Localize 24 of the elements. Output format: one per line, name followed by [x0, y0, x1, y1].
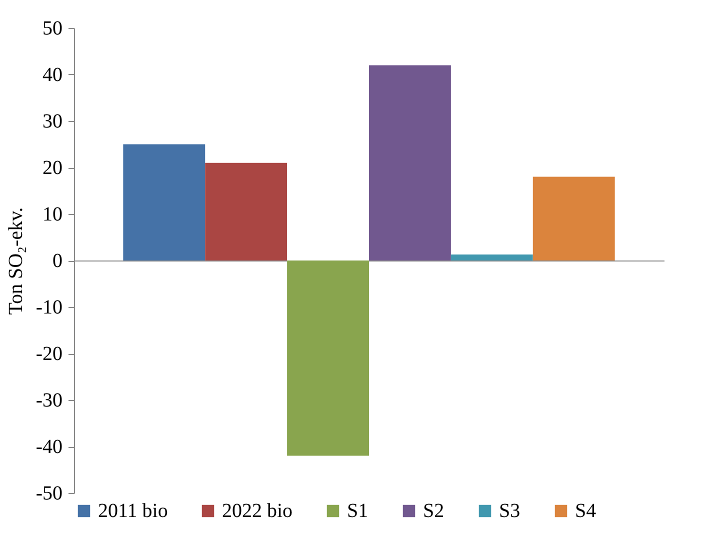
y-tick-label: -40: [36, 436, 62, 458]
y-tick-label: -20: [36, 343, 62, 365]
legend-label: S3: [499, 500, 520, 522]
y-tick-label: 30: [42, 110, 62, 132]
bar: [369, 65, 451, 260]
y-tick-label: 50: [42, 18, 62, 40]
y-tick-label: 0: [52, 250, 62, 272]
y-axis-title: Ton SO₂-ekv.: [4, 207, 27, 315]
legend-label: S2: [423, 500, 444, 522]
y-tick-label: 20: [42, 157, 62, 179]
bar: [205, 162, 288, 260]
legend-label: S4: [575, 500, 596, 522]
y-tick-label: 10: [42, 204, 62, 226]
bar: [450, 254, 533, 260]
legend-label: 2011 bio: [98, 500, 168, 522]
y-tick-label: -50: [36, 482, 62, 504]
y-tick-label: 40: [42, 64, 62, 86]
y-tick-label: -10: [36, 296, 62, 318]
legend-label: S1: [347, 500, 368, 522]
bar: [532, 176, 615, 260]
bar: [287, 260, 369, 456]
y-tick-label: -30: [36, 390, 62, 412]
legend-label: 2022 bio: [222, 500, 293, 522]
bar: [123, 144, 206, 260]
